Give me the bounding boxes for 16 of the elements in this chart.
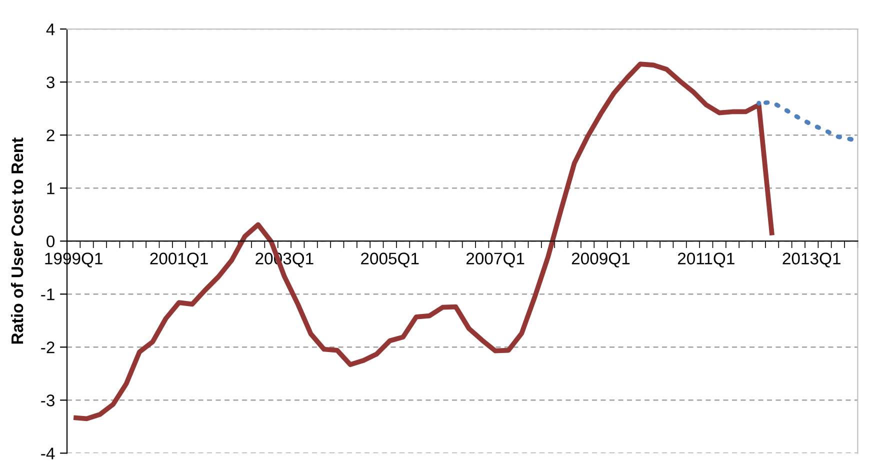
x-tick-label: 2005Q1 xyxy=(361,252,419,268)
y-tick-label: -1 xyxy=(41,288,54,300)
x-tick-label: 2013Q1 xyxy=(782,252,840,268)
y-axis-title: Ratio of User Cost to Rent xyxy=(10,138,24,344)
y-tick-label: -3 xyxy=(41,394,54,406)
x-tick-label: 2007Q1 xyxy=(466,252,524,268)
x-tick-label: 2011Q1 xyxy=(678,252,734,268)
y-tick-label: 3 xyxy=(46,76,54,88)
x-tick-label: 2001Q1 xyxy=(150,252,208,268)
y-tick-label: 4 xyxy=(46,24,55,36)
y-tick-label: 1 xyxy=(47,182,54,194)
y-tick-label: 0 xyxy=(46,235,55,248)
x-tick-label: 2009Q1 xyxy=(572,252,630,268)
y-tick-label: -4 xyxy=(41,448,55,460)
y-tick-label: -2 xyxy=(41,342,54,354)
y-tick-label: 2 xyxy=(46,129,54,142)
